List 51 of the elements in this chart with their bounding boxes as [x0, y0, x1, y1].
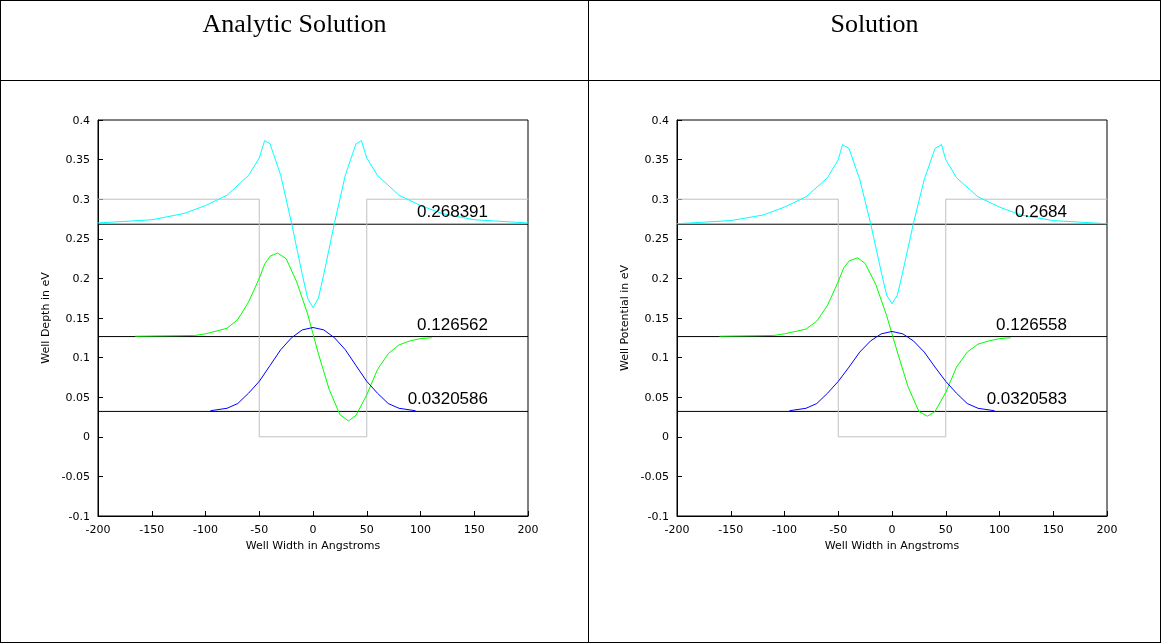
y-tick-label: 0.4: [72, 113, 90, 127]
ref-line-label: 0.0320583: [986, 389, 1067, 409]
x-tick-label: -50: [250, 523, 269, 536]
x-tick-label: -200: [664, 523, 690, 536]
y-tick-label: 0.2: [72, 271, 90, 285]
y-tick-label: -0.1: [68, 509, 90, 523]
y-tick-label: 0.1: [651, 351, 669, 365]
y-tick-label: 0.35: [65, 153, 90, 167]
x-tick-label: 100: [989, 523, 1010, 536]
y-axis-title: Well Potential in eV: [617, 264, 631, 372]
y-tick-label: 0: [83, 430, 90, 444]
x-tick-label: -100: [772, 523, 797, 536]
x-tick-label: 0: [888, 523, 896, 536]
y-tick-label: 0.25: [65, 232, 90, 246]
x-tick-label: 200: [1096, 523, 1118, 536]
y-tick-label: -0.05: [640, 469, 669, 483]
x-tick-label: -200: [85, 523, 111, 536]
y-tick-label: 0.05: [65, 390, 90, 404]
y-tick-label: -0.05: [61, 469, 90, 483]
x-tick-label: 50: [359, 523, 374, 536]
y-tick-label: 0.4: [651, 113, 669, 127]
chart-title: Solution: [589, 1, 1160, 81]
x-tick-label: 100: [410, 523, 431, 536]
ref-line-label: 0.126558: [996, 314, 1067, 334]
ref-line-label: 0.126562: [417, 314, 488, 334]
x-axis-title: Well Width in Angstroms: [824, 538, 960, 552]
x-tick-label: 200: [517, 523, 539, 536]
x-tick-label: -150: [718, 523, 744, 536]
y-tick-label: 0.35: [644, 153, 669, 167]
x-tick-label: -50: [829, 523, 848, 536]
y-tick-label: 0: [662, 430, 669, 444]
x-tick-label: 0: [309, 523, 317, 536]
y-axis-title: Well Depth in eV: [38, 271, 52, 364]
x-tick-label: -150: [139, 523, 165, 536]
y-tick-label: 0.1: [72, 351, 90, 365]
ref-line-label: 0.0320586: [407, 389, 488, 409]
x-tick-label: 150: [463, 523, 485, 536]
x-tick-label: -100: [193, 523, 218, 536]
y-tick-label: 0.05: [644, 390, 669, 404]
y-tick-label: -0.1: [647, 509, 669, 523]
x-axis-title: Well Width in Angstroms: [245, 538, 381, 552]
y-tick-label: 0.25: [644, 232, 669, 246]
ref-line-label: 0.2684: [1015, 202, 1067, 222]
y-tick-label: 0.2: [651, 271, 669, 285]
y-tick-label: 0.15: [65, 311, 90, 325]
x-tick-label: 150: [1042, 523, 1064, 536]
y-tick-label: 0.3: [72, 192, 90, 206]
y-tick-label: 0.15: [644, 311, 669, 325]
chart-title: Analytic Solution: [1, 1, 588, 81]
y-tick-label: 0.3: [651, 192, 669, 206]
x-tick-label: 50: [938, 523, 953, 536]
